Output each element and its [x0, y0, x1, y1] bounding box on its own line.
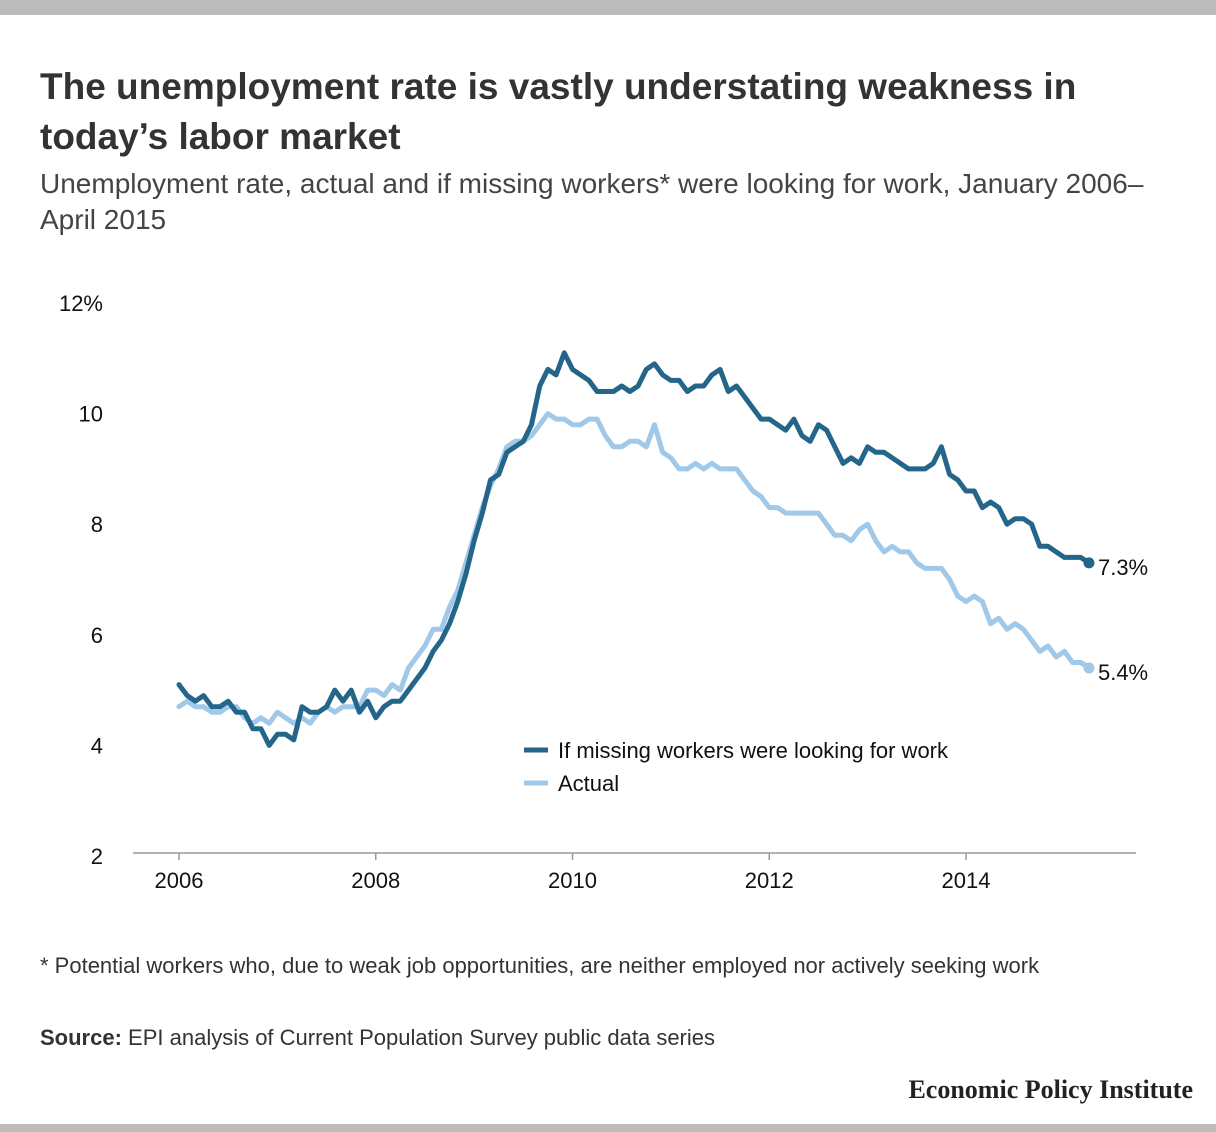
- y-axis: 2 4 6 8 10 12%: [59, 291, 103, 869]
- y-tick-label: 2: [91, 844, 103, 869]
- end-label-actual: 5.4%: [1098, 660, 1148, 685]
- end-point-actual: [1083, 662, 1095, 674]
- y-tick-label: 4: [91, 733, 103, 758]
- end-point-missing: [1083, 557, 1095, 569]
- bottom-border: [0, 1124, 1216, 1132]
- x-tick-label: 2010: [548, 868, 597, 893]
- chart-title: The unemployment rate is vastly understa…: [40, 66, 1077, 157]
- source-line: Source: EPI analysis of Current Populati…: [40, 1025, 715, 1051]
- y-tick-label: 6: [91, 623, 103, 648]
- chart-subtitle: Unemployment rate, actual and if missing…: [40, 168, 1144, 235]
- top-border: [0, 0, 1216, 15]
- x-tick-label: 2012: [745, 868, 794, 893]
- legend: If missing workers were looking for work…: [524, 738, 949, 796]
- x-tick-label: 2008: [351, 868, 400, 893]
- x-tick-label: 2014: [942, 868, 991, 893]
- series-lines: 5.4% 7.3%: [176, 350, 1148, 748]
- y-tick-label: 12%: [59, 291, 103, 316]
- legend-label-missing: If missing workers were looking for work: [558, 738, 949, 763]
- legend-label-actual: Actual: [558, 771, 619, 796]
- series-line-missing: [176, 350, 1092, 748]
- x-axis: 2006 2008 2010 2012 2014: [133, 852, 1136, 893]
- epi-logo: Economic Policy Institute: [908, 1075, 1193, 1104]
- footnote: * Potential workers who, due to weak job…: [40, 953, 1040, 978]
- y-tick-label: 8: [91, 512, 103, 537]
- source-text: EPI analysis of Current Population Surve…: [121, 1025, 716, 1050]
- series-line-actual: [176, 411, 1092, 726]
- y-tick-label: 10: [79, 402, 103, 427]
- x-tick-label: 2006: [155, 868, 204, 893]
- source-label: Source:: [40, 1025, 122, 1050]
- end-label-missing: 7.3%: [1098, 555, 1148, 580]
